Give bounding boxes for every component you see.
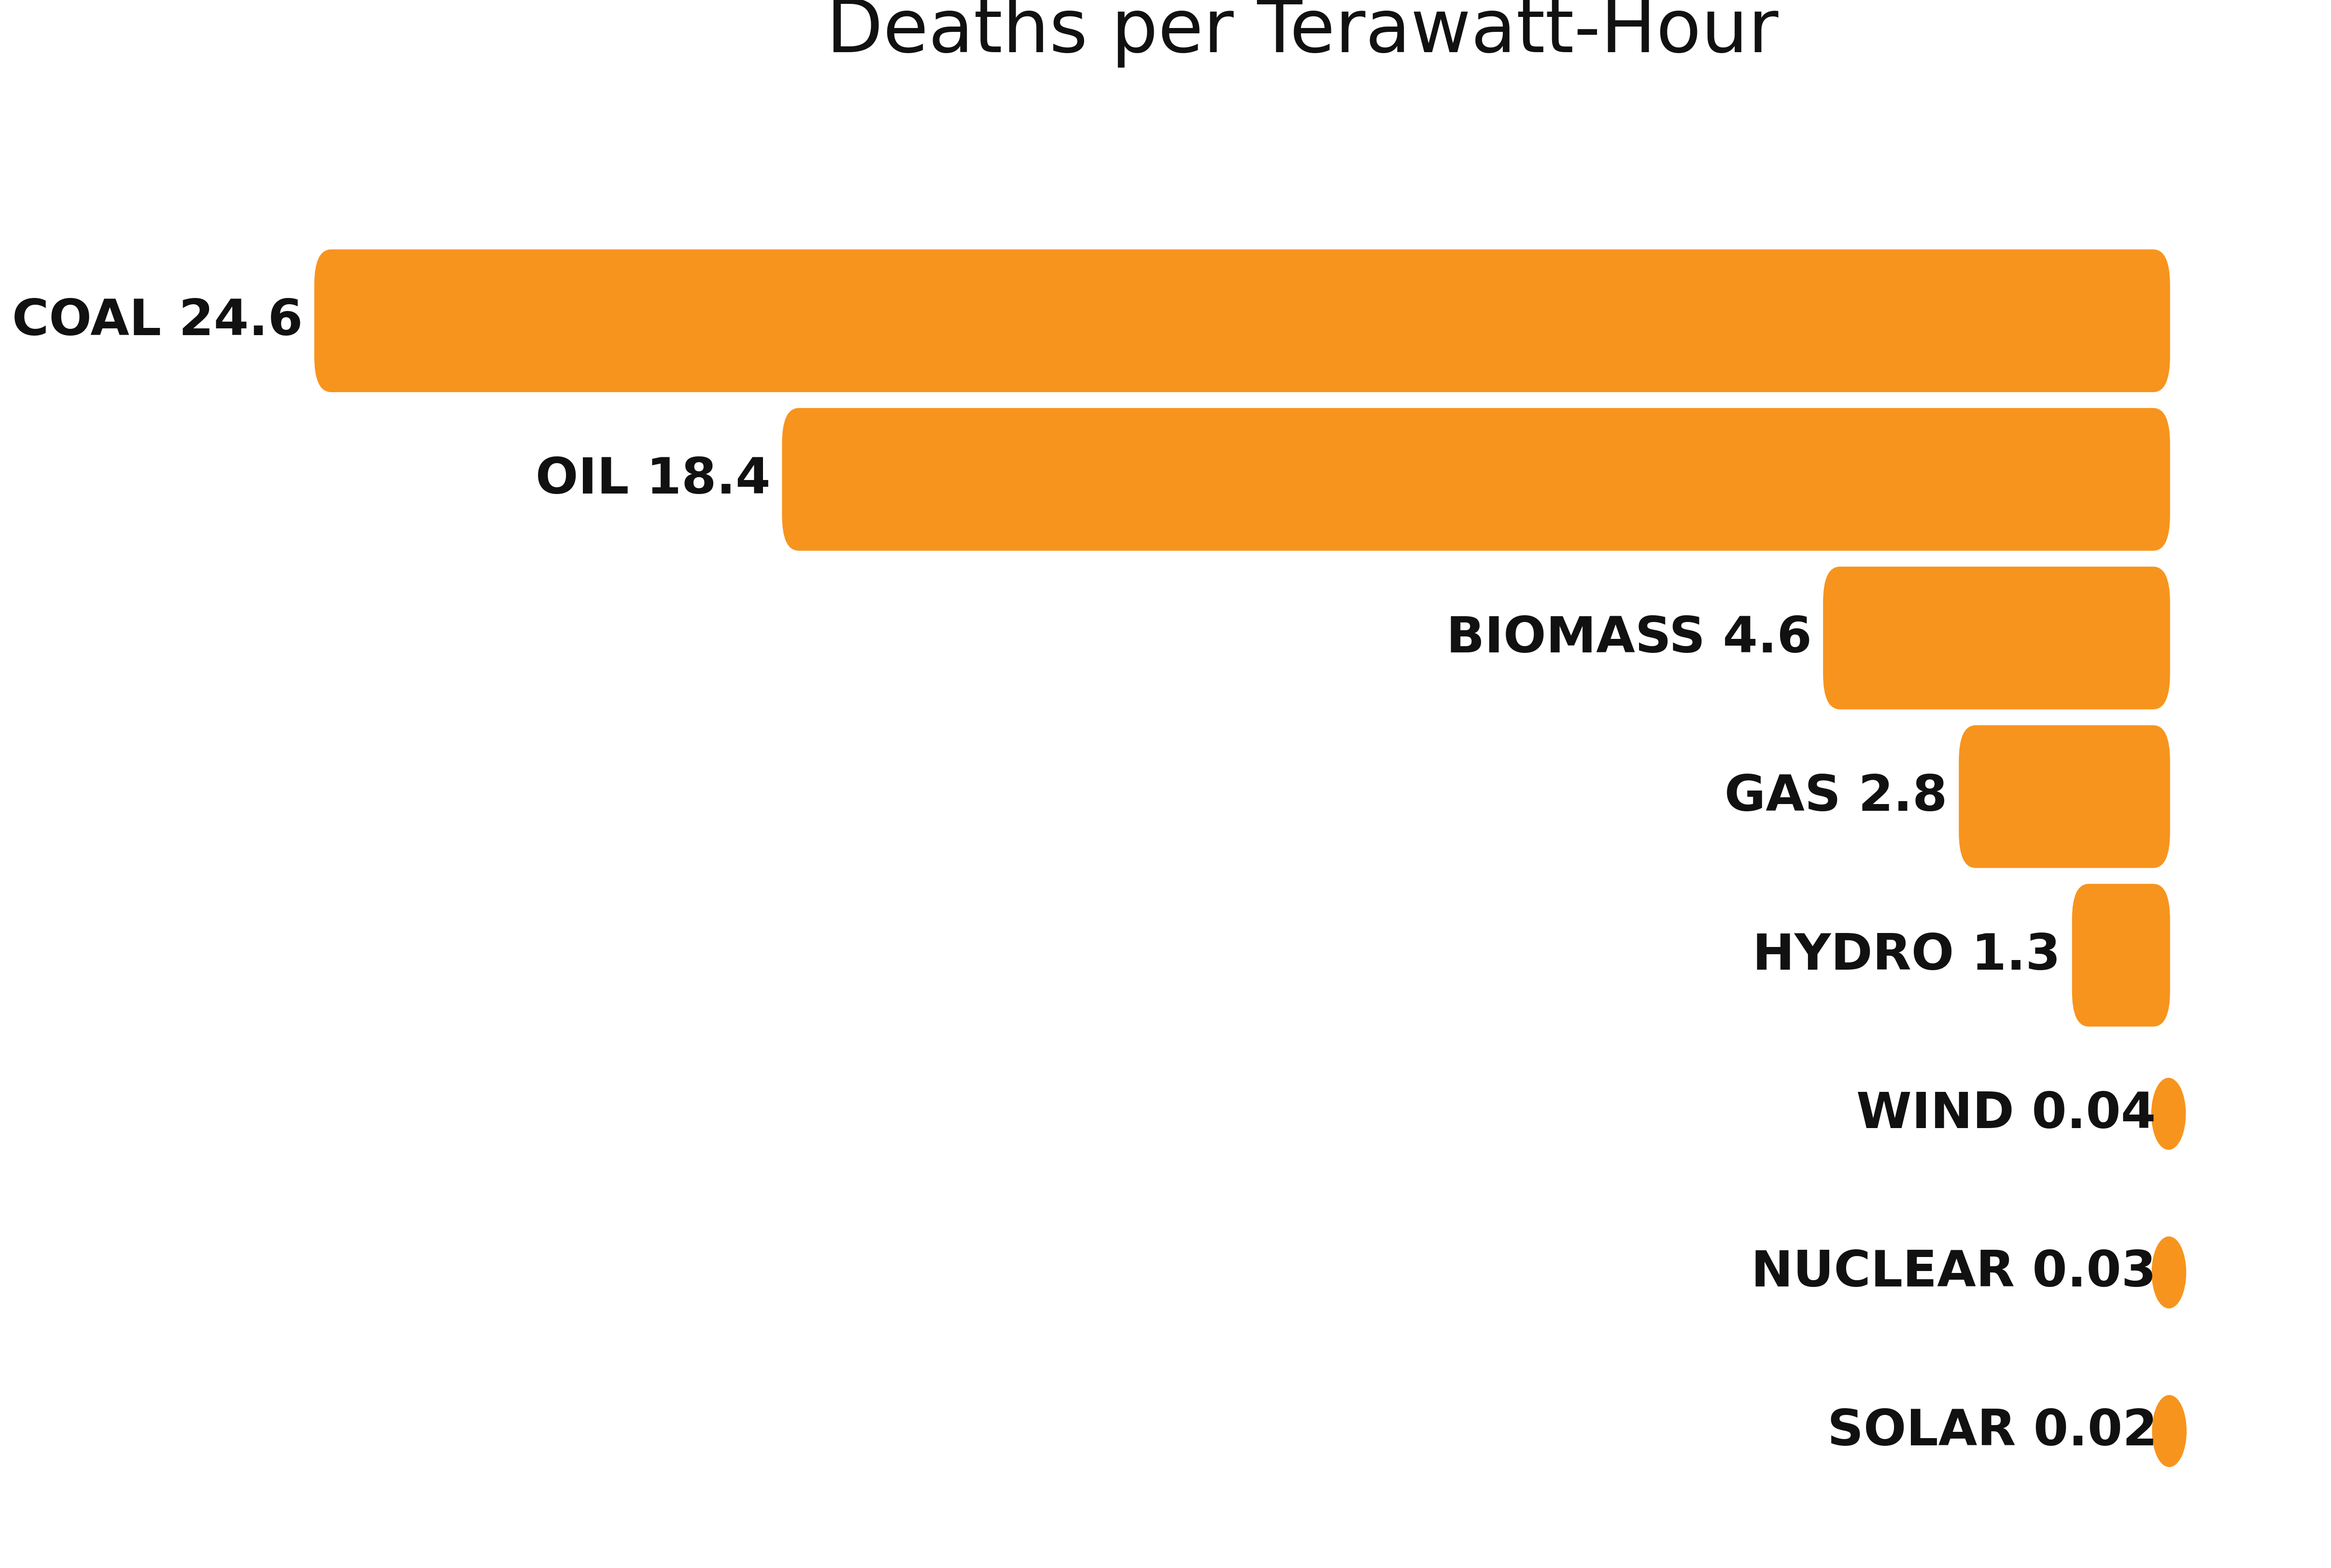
Text: BIOMASS 4.6: BIOMASS 4.6 [1445, 615, 1811, 663]
FancyBboxPatch shape [1823, 568, 2170, 710]
Circle shape [2152, 1396, 2186, 1466]
Text: COAL 24.6: COAL 24.6 [12, 296, 303, 345]
Text: OIL 18.4: OIL 18.4 [536, 455, 772, 503]
Text: Deaths per Terawatt-Hour: Deaths per Terawatt-Hour [828, 0, 1779, 67]
Text: WIND 0.04: WIND 0.04 [1855, 1090, 2156, 1138]
FancyBboxPatch shape [781, 408, 2170, 550]
Circle shape [2152, 1237, 2186, 1308]
Text: NUCLEAR 0.03: NUCLEAR 0.03 [1751, 1248, 2156, 1297]
FancyBboxPatch shape [2072, 884, 2170, 1027]
FancyBboxPatch shape [315, 249, 2170, 392]
Text: GAS 2.8: GAS 2.8 [1725, 773, 1946, 822]
Text: HYDRO 1.3: HYDRO 1.3 [1753, 931, 2061, 980]
Text: SOLAR 0.02: SOLAR 0.02 [1828, 1406, 2156, 1455]
Circle shape [2152, 1079, 2186, 1149]
FancyBboxPatch shape [1958, 726, 2170, 869]
